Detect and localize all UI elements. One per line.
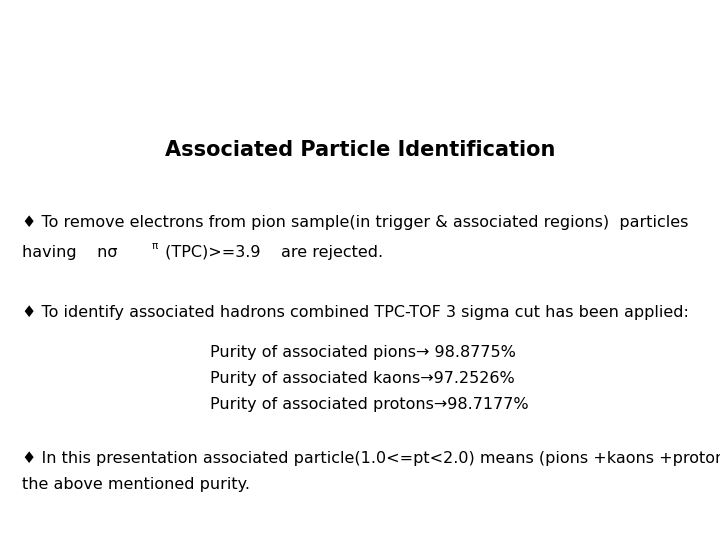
Text: ♦ To identify associated hadrons combined TPC-TOF 3 sigma cut has been applied:: ♦ To identify associated hadrons combine… xyxy=(22,305,689,320)
Text: Purity of associated protons→98.7177%: Purity of associated protons→98.7177% xyxy=(210,396,528,411)
Text: ♦ To remove electrons from pion sample(in trigger & associated regions)  particl: ♦ To remove electrons from pion sample(i… xyxy=(22,214,688,230)
Text: π: π xyxy=(152,241,158,251)
Text: the above mentioned purity.: the above mentioned purity. xyxy=(22,476,250,491)
Text: (TPC)>=3.9    are rejected.: (TPC)>=3.9 are rejected. xyxy=(160,245,383,260)
Text: having    nσ: having nσ xyxy=(22,245,117,260)
Text: Purity of associated pions→ 98.8775%: Purity of associated pions→ 98.8775% xyxy=(210,345,516,360)
Text: Associated Particle Identification: Associated Particle Identification xyxy=(165,140,555,160)
Text: Purity of associated kaons→97.2526%: Purity of associated kaons→97.2526% xyxy=(210,370,515,386)
Text: ♦ In this presentation associated particle(1.0<=pt<2.0) means (pions +kaons +pro: ♦ In this presentation associated partic… xyxy=(22,450,720,465)
